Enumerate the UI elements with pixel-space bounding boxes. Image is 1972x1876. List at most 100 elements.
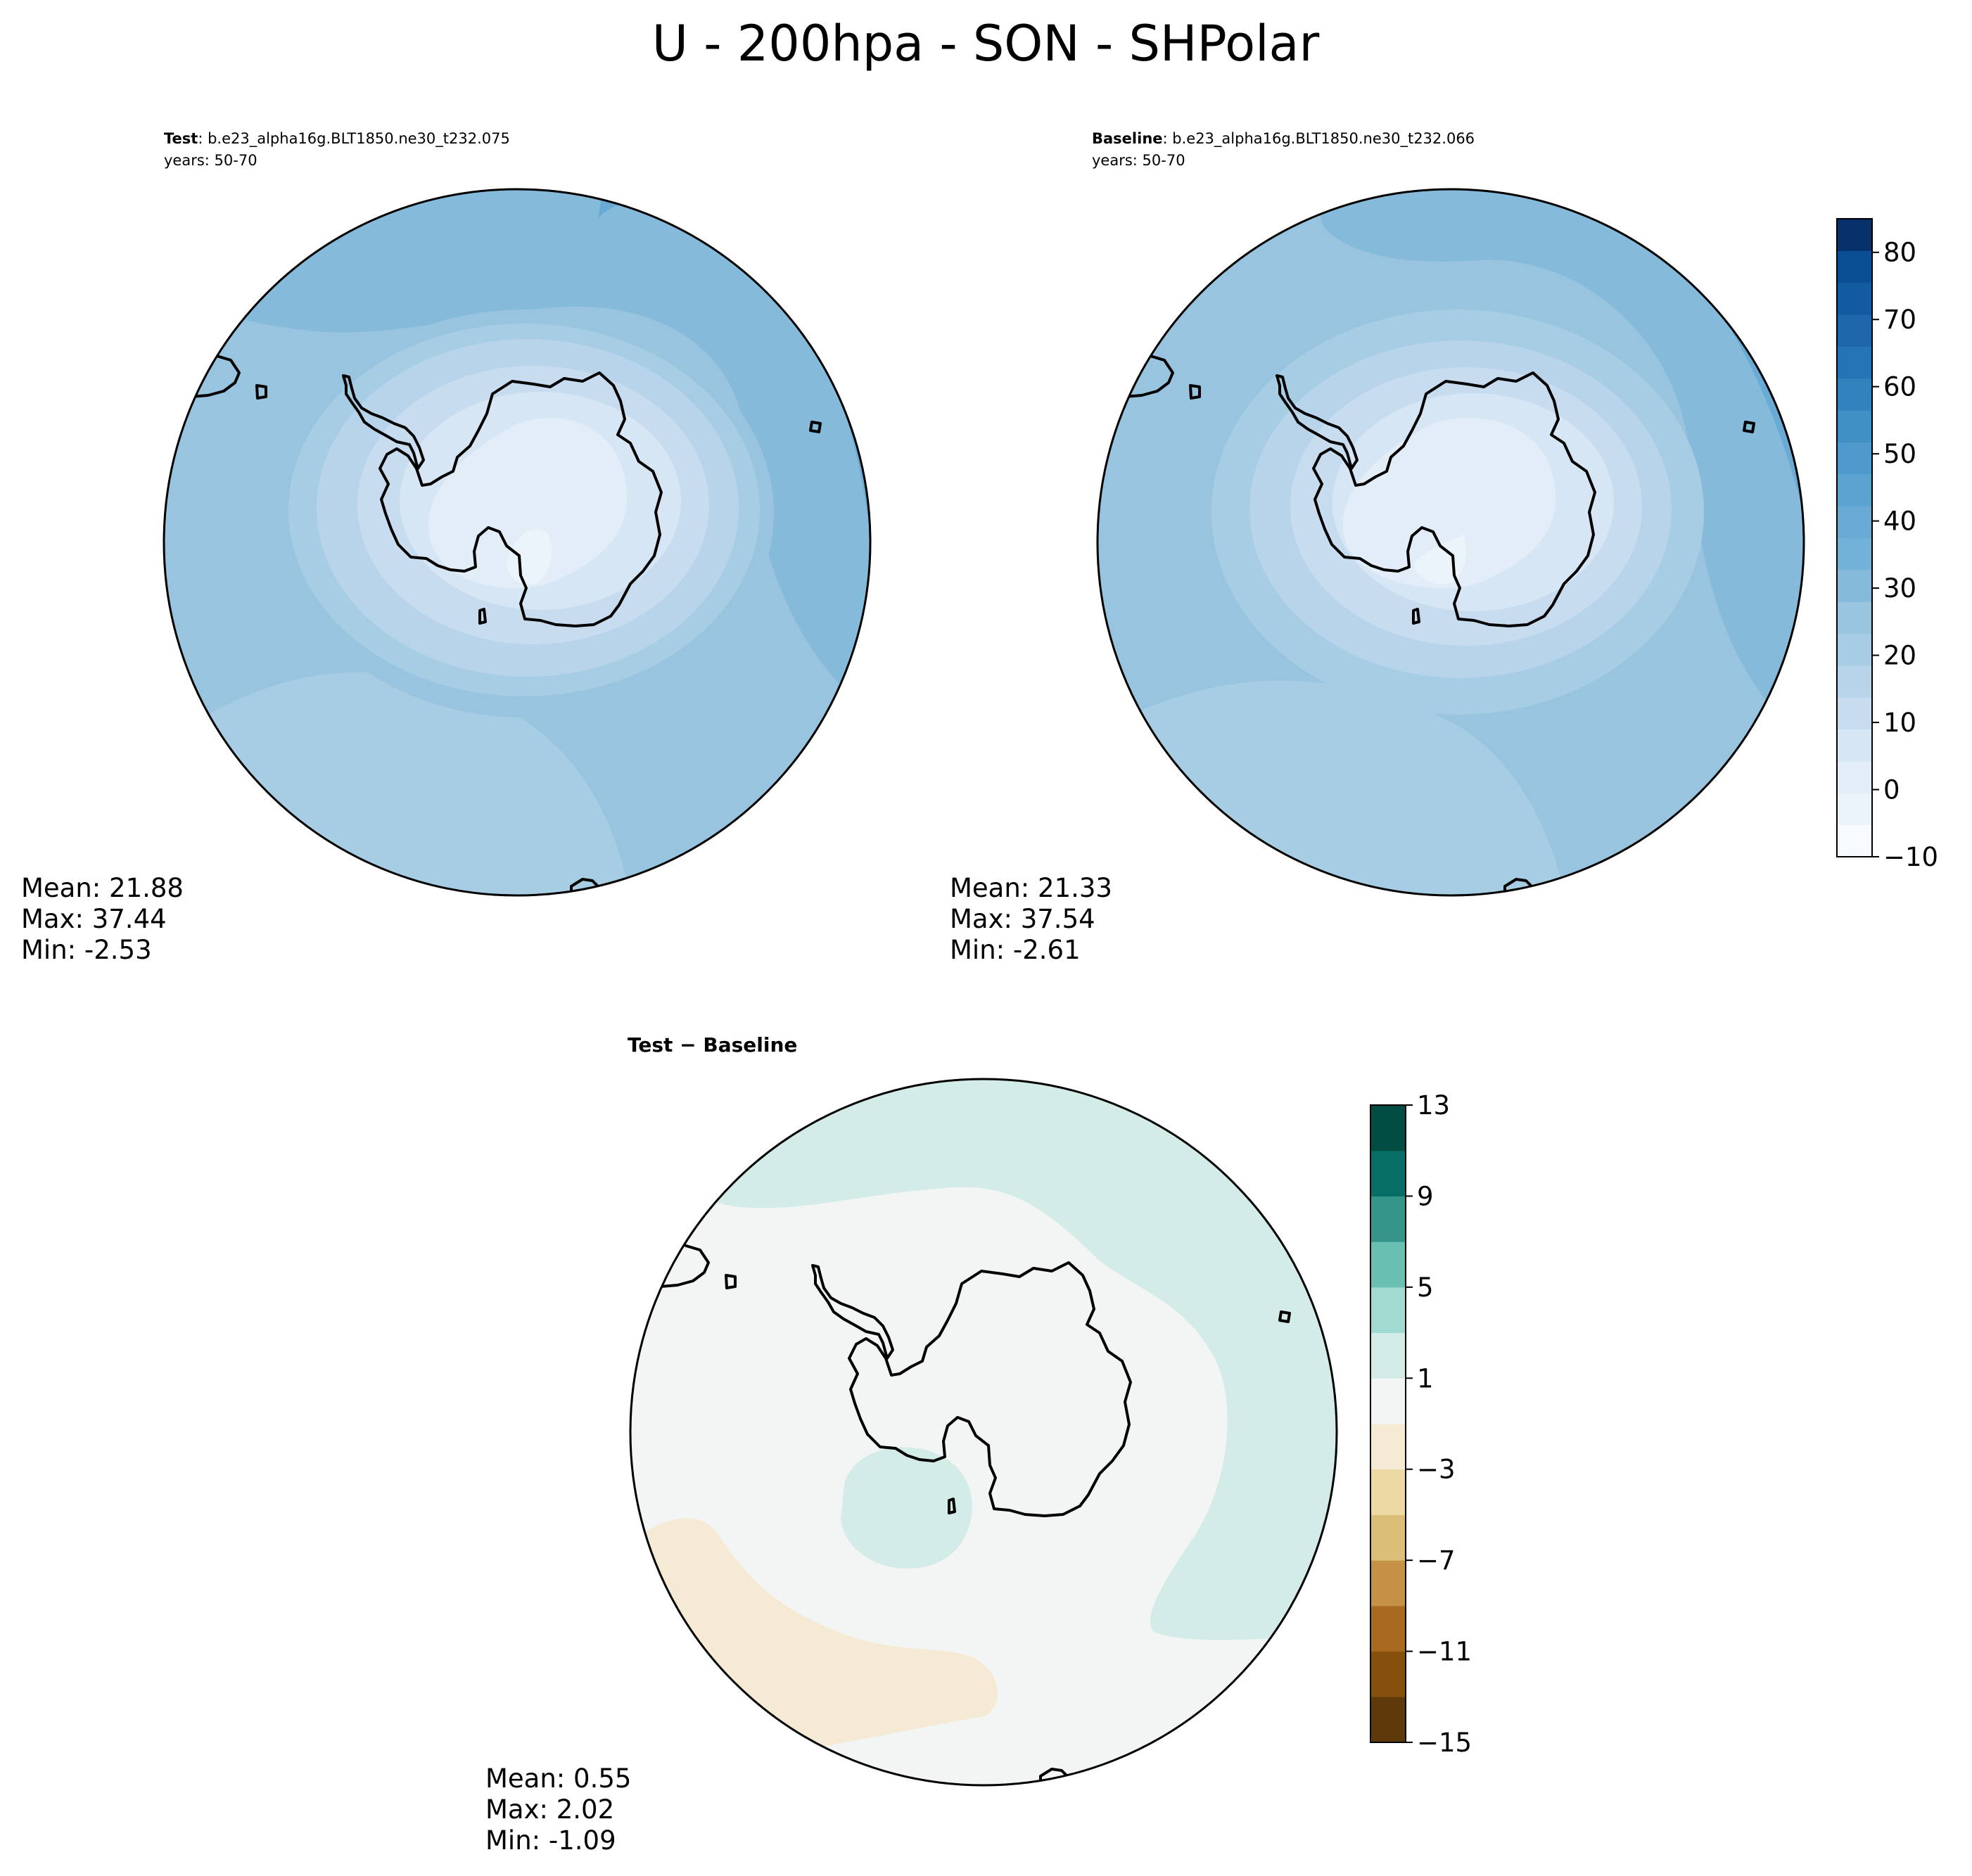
difference-min: Min: -1.09 bbox=[485, 1825, 616, 1856]
colorbar-difference-tick-label: −7 bbox=[1417, 1545, 1456, 1576]
colorbar-top-swatch bbox=[1837, 665, 1872, 698]
colorbar-top-swatch bbox=[1837, 410, 1872, 442]
colorbar-top-swatch bbox=[1837, 378, 1872, 411]
colorbar-difference-tick-label: 5 bbox=[1417, 1272, 1434, 1303]
diff-falklands-coast bbox=[725, 1274, 737, 1289]
colorbar-difference-swatch bbox=[1370, 1697, 1406, 1743]
base-zone-0 bbox=[1342, 418, 1556, 589]
difference-map-frame bbox=[629, 1078, 1338, 1787]
colorbar-top-tick-label: 80 bbox=[1883, 238, 1916, 268]
test-zone-0 bbox=[428, 418, 628, 589]
colorbar-top-swatch bbox=[1837, 633, 1872, 666]
test-falklands-coast bbox=[255, 384, 267, 400]
colorbar-top-swatch bbox=[1837, 824, 1872, 857]
colorbar-top-tick-label: −10 bbox=[1883, 842, 1938, 872]
colorbar-difference-swatch bbox=[1370, 1196, 1406, 1242]
base-falklands-coast bbox=[1189, 384, 1201, 400]
colorbar-difference-tick-label: −15 bbox=[1417, 1728, 1472, 1758]
colorbar-difference-swatch bbox=[1370, 1378, 1406, 1424]
colorbar-difference-tick-label: −11 bbox=[1417, 1637, 1472, 1667]
panel-baseline-years: years: 50-70 bbox=[1092, 152, 1185, 169]
test-mean: Mean: 21.88 bbox=[21, 873, 184, 903]
diff-island-ross bbox=[948, 1498, 956, 1514]
colorbar-top-swatch bbox=[1837, 219, 1872, 251]
panel-difference: Test − Baseline Mean: 0.55 Max: 2.02 Min… bbox=[485, 1033, 1472, 1856]
colorbar-difference-swatch bbox=[1370, 1150, 1406, 1197]
base-zone-30-north bbox=[1309, 189, 1804, 774]
diff-zone-positive-center bbox=[841, 1447, 972, 1569]
figure-title: U - 200hpa - SON - SHPolar bbox=[652, 15, 1320, 72]
test-zone-min bbox=[507, 529, 552, 585]
baseline-max: Max: 37.54 bbox=[950, 904, 1095, 934]
colorbar-difference: 13 9 5 1 −3 −7 −11 −15 bbox=[1370, 1090, 1472, 1758]
colorbar-top: 80 70 60 50 40 30 20 10 0 −10 bbox=[1836, 218, 1938, 872]
test-island-east bbox=[809, 421, 822, 433]
colorbar-difference-swatch bbox=[1370, 1424, 1406, 1470]
panel-baseline-label: Baseline: b.e23_alpha16g.BLT1850.ne30_t2… bbox=[1092, 130, 1475, 148]
colorbar-top-swatch bbox=[1837, 760, 1872, 793]
test-zone-35-north bbox=[164, 189, 870, 739]
colorbar-top-swatch bbox=[1837, 473, 1872, 506]
colorbar-top-tick-label: 10 bbox=[1883, 708, 1916, 738]
diff-island-east bbox=[1278, 1310, 1291, 1323]
colorbar-difference-swatch bbox=[1370, 1605, 1406, 1652]
colorbar-top-tick-label: 40 bbox=[1883, 506, 1916, 537]
colorbar-top-swatch bbox=[1837, 729, 1872, 762]
colorbar-top-tick-label: 50 bbox=[1883, 439, 1916, 469]
panel-baseline: Baseline: b.e23_alpha16g.BLT1850.ne30_t2… bbox=[950, 130, 1938, 965]
colorbar-top-swatch bbox=[1837, 569, 1872, 602]
colorbar-top-swatch bbox=[1837, 506, 1872, 538]
colorbar-difference-swatch bbox=[1370, 1332, 1406, 1379]
test-min: Min: -2.53 bbox=[21, 935, 152, 965]
colorbar-difference-swatch bbox=[1370, 1560, 1406, 1607]
colorbar-difference-swatch bbox=[1370, 1105, 1406, 1151]
colorbar-top-swatch bbox=[1837, 697, 1872, 730]
colorbar-top-swatch bbox=[1837, 601, 1872, 634]
panel-difference-map bbox=[630, 1079, 1337, 1785]
colorbar-top-frame bbox=[1836, 218, 1873, 857]
colorbar-top-tick-label: 20 bbox=[1883, 641, 1916, 671]
baseline-min: Min: -2.61 bbox=[950, 935, 1081, 965]
colorbar-top-tick-label: 0 bbox=[1883, 775, 1900, 805]
base-island-east bbox=[1743, 421, 1755, 433]
colorbar-top-swatch bbox=[1837, 346, 1872, 379]
difference-mean: Mean: 0.55 bbox=[485, 1763, 631, 1794]
colorbar-difference-swatch bbox=[1370, 1287, 1406, 1334]
colorbar-top-tick-label: 30 bbox=[1883, 573, 1916, 604]
colorbar-top-swatch bbox=[1837, 793, 1872, 826]
test-island-ross bbox=[478, 608, 487, 625]
colorbar-difference-tick-label: −3 bbox=[1417, 1455, 1456, 1485]
colorbar-top-swatch bbox=[1837, 314, 1872, 347]
baseline-map-frame bbox=[1096, 188, 1805, 897]
panel-test-label: Test: b.e23_alpha16g.BLT1850.ne30_t232.0… bbox=[164, 130, 510, 148]
diff-zone-positive-band bbox=[675, 1079, 1337, 1640]
colorbar-top-swatch bbox=[1837, 442, 1872, 475]
colorbar-top-swatch bbox=[1837, 282, 1872, 315]
colorbar-top-swatch bbox=[1837, 250, 1872, 283]
colorbar-difference-frame bbox=[1370, 1104, 1406, 1743]
panel-test-map bbox=[164, 189, 870, 895]
colorbar-difference-tick-label: 1 bbox=[1417, 1363, 1434, 1393]
colorbar-difference-swatch bbox=[1370, 1469, 1406, 1515]
colorbar-difference-swatch bbox=[1370, 1514, 1406, 1561]
panel-test-label-rest: : b.e23_alpha16g.BLT1850.ne30_t232.075 bbox=[198, 130, 510, 148]
colorbar-difference-tick-label: 13 bbox=[1417, 1090, 1450, 1121]
panel-test-label-bold: Test bbox=[164, 130, 198, 147]
panel-baseline-label-bold: Baseline bbox=[1092, 130, 1163, 147]
test-max: Max: 37.44 bbox=[21, 904, 167, 934]
panel-test-years: years: 50-70 bbox=[164, 152, 257, 169]
colorbar-top-tick-label: 70 bbox=[1883, 305, 1916, 335]
colorbar-top-tick-label: 60 bbox=[1883, 372, 1916, 402]
colorbar-difference-tick-label: 9 bbox=[1417, 1181, 1434, 1211]
panel-test: Test: b.e23_alpha16g.BLT1850.ne30_t232.0… bbox=[21, 130, 872, 965]
difference-max: Max: 2.02 bbox=[485, 1794, 614, 1825]
panel-baseline-label-rest: : b.e23_alpha16g.BLT1850.ne30_t232.066 bbox=[1163, 130, 1475, 148]
colorbar-difference-swatch bbox=[1370, 1651, 1406, 1697]
colorbar-difference-swatch bbox=[1370, 1242, 1406, 1288]
base-island-ross bbox=[1412, 608, 1420, 625]
test-map-frame bbox=[163, 188, 872, 897]
panel-difference-label: Test − Baseline bbox=[628, 1033, 797, 1057]
colorbar-top-swatch bbox=[1837, 537, 1872, 570]
baseline-mean: Mean: 21.33 bbox=[950, 873, 1112, 903]
